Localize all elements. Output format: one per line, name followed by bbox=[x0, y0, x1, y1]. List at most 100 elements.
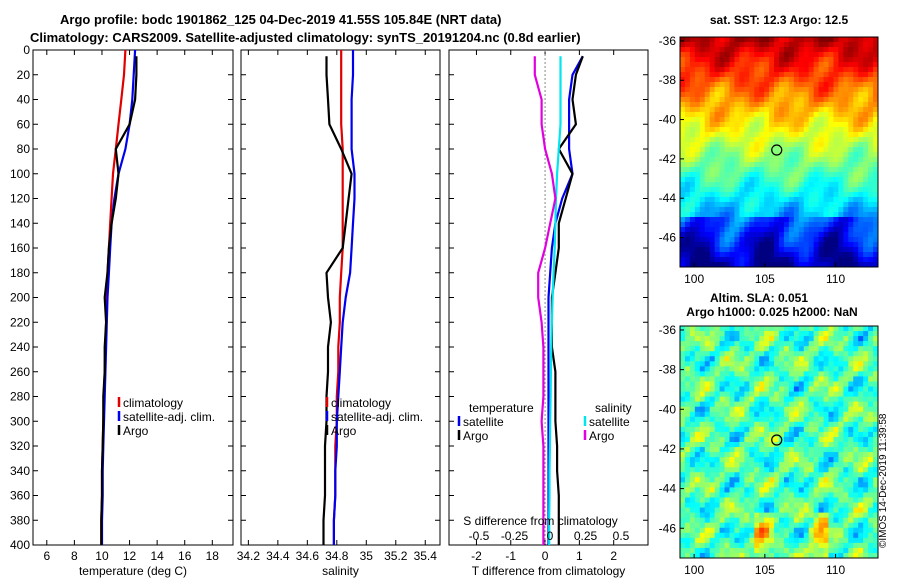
map-cell bbox=[714, 502, 720, 508]
map-cell bbox=[709, 82, 716, 88]
map-cell bbox=[759, 207, 765, 213]
map-cell bbox=[853, 411, 859, 418]
map-cell bbox=[759, 227, 765, 233]
map-cell bbox=[833, 497, 839, 503]
map-cell bbox=[754, 472, 760, 478]
map-cell bbox=[783, 242, 790, 248]
map-cell bbox=[808, 197, 815, 203]
map-cell bbox=[739, 421, 745, 428]
map-cell bbox=[818, 457, 824, 463]
map-cell bbox=[818, 37, 824, 43]
map-cell bbox=[734, 42, 740, 48]
x-tick-label: -1 bbox=[505, 549, 516, 563]
map-cell bbox=[680, 341, 686, 347]
map-cell bbox=[774, 406, 780, 413]
map-cell bbox=[744, 442, 750, 448]
map-cell bbox=[788, 207, 795, 213]
map-cell bbox=[689, 457, 696, 463]
map-cell bbox=[749, 242, 755, 248]
map-cell bbox=[793, 376, 800, 382]
map-cell bbox=[803, 522, 810, 529]
map-cell bbox=[724, 542, 730, 549]
map-cell bbox=[848, 142, 854, 148]
map-cell bbox=[818, 532, 824, 539]
map-cell bbox=[699, 52, 706, 58]
map-cell bbox=[828, 82, 834, 88]
map-cell bbox=[853, 172, 859, 178]
map-cell bbox=[868, 102, 874, 108]
map-cell bbox=[818, 162, 824, 168]
map-cell bbox=[823, 172, 829, 178]
map-cell bbox=[704, 341, 711, 347]
map-cell bbox=[694, 462, 701, 468]
map-cell bbox=[868, 462, 874, 468]
map-cell bbox=[843, 197, 849, 203]
map-cell bbox=[694, 502, 701, 508]
map-cell bbox=[749, 522, 755, 529]
map-cell bbox=[808, 177, 815, 183]
map-cell bbox=[868, 391, 874, 398]
map-cell bbox=[813, 222, 819, 228]
map-cell bbox=[853, 431, 859, 438]
map-cell bbox=[749, 447, 755, 453]
map-cell bbox=[764, 127, 770, 133]
map-cell bbox=[684, 351, 691, 357]
map-cell bbox=[714, 426, 720, 433]
x-tick-label: 34.4 bbox=[266, 549, 290, 563]
map-cell bbox=[734, 122, 740, 128]
map-cell bbox=[699, 431, 706, 438]
map-cell bbox=[853, 132, 859, 138]
map-cell bbox=[689, 217, 696, 223]
map-cell bbox=[843, 502, 849, 508]
map-cell bbox=[729, 152, 735, 158]
map-cell bbox=[769, 227, 775, 233]
map-cell bbox=[769, 386, 775, 392]
map-cell bbox=[724, 391, 730, 398]
map-cell bbox=[793, 452, 800, 458]
map-cell bbox=[734, 167, 740, 173]
map-cell bbox=[779, 177, 785, 183]
map-cell bbox=[759, 512, 765, 519]
map-cell bbox=[843, 436, 849, 443]
map-cell bbox=[803, 117, 810, 123]
map-cell bbox=[774, 527, 780, 534]
map-cell bbox=[798, 152, 805, 158]
map-cell bbox=[749, 411, 755, 418]
map-cell bbox=[769, 57, 775, 63]
map-cell bbox=[783, 57, 790, 63]
map-cell bbox=[754, 257, 760, 263]
map-cell bbox=[680, 492, 686, 498]
map-cell bbox=[833, 237, 839, 243]
map-cell bbox=[783, 262, 790, 268]
map-cell bbox=[719, 436, 725, 443]
map-cell bbox=[684, 132, 691, 138]
map-cell bbox=[783, 97, 790, 103]
map-cell bbox=[744, 452, 750, 458]
map-cell bbox=[739, 127, 745, 133]
map-cell bbox=[838, 401, 844, 408]
map-cell bbox=[759, 547, 765, 554]
map-cell bbox=[724, 421, 730, 428]
map-cell bbox=[714, 247, 720, 253]
map-cell bbox=[788, 87, 795, 93]
map-cell bbox=[699, 346, 706, 352]
map-cell bbox=[843, 477, 849, 483]
map-cell bbox=[798, 122, 805, 128]
map-cell bbox=[734, 77, 740, 83]
map-cell bbox=[808, 82, 815, 88]
map-cell bbox=[788, 227, 795, 233]
map-cell bbox=[719, 167, 725, 173]
map-cell bbox=[873, 411, 879, 418]
map-cell bbox=[853, 361, 859, 367]
map-cell bbox=[739, 547, 745, 554]
map-cell bbox=[689, 381, 696, 387]
map-cell bbox=[749, 462, 755, 468]
map-cell bbox=[833, 467, 839, 473]
map-cell bbox=[838, 447, 844, 453]
map-cell bbox=[709, 87, 716, 93]
map-cell bbox=[689, 351, 696, 357]
map-cell bbox=[868, 421, 874, 428]
map-cell bbox=[764, 157, 770, 163]
figure-title-line2: Climatology: CARS2009. Satellite-adjuste… bbox=[30, 30, 581, 45]
map-cell bbox=[868, 326, 874, 332]
